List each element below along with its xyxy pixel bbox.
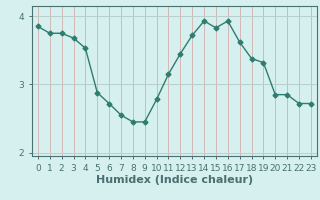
X-axis label: Humidex (Indice chaleur): Humidex (Indice chaleur): [96, 175, 253, 185]
